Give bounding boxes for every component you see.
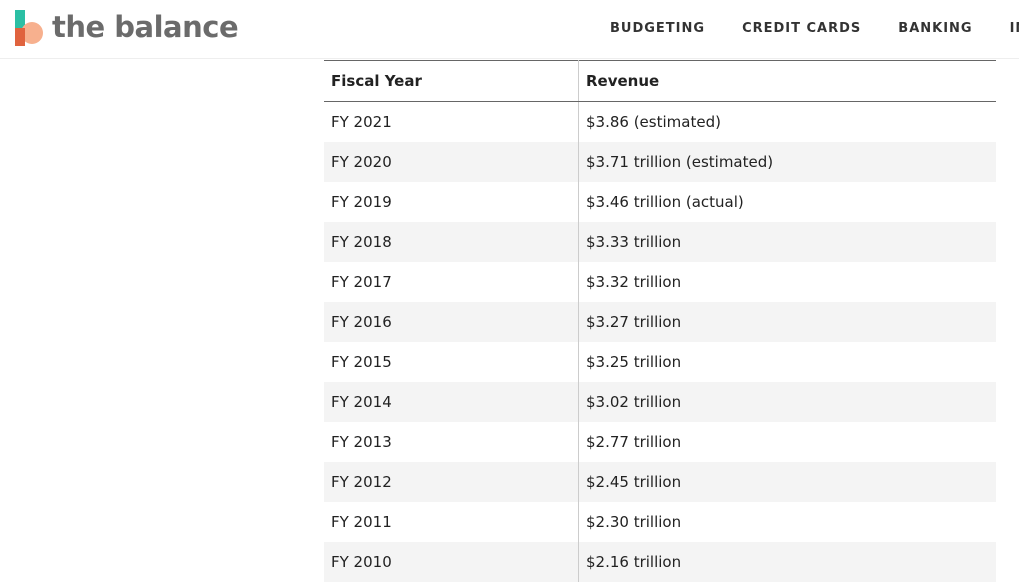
column-header: Revenue (578, 60, 996, 102)
table-cell: $2.30 trillion (586, 513, 682, 531)
table-row: FY 2018 $3.33 trillion (324, 222, 996, 262)
table-cell: FY 2021 (324, 101, 579, 142)
table-cell: FY 2013 (324, 422, 579, 462)
table-cell: $3.71 trillion (estimated) (578, 142, 996, 182)
table-cell: $3.25 trillion (586, 353, 682, 371)
logo-icon (15, 10, 43, 46)
table-cell: FY 2017 (324, 262, 579, 302)
table-cell: $3.27 trillion (578, 302, 996, 342)
table-cell: FY 2020 (324, 142, 579, 182)
table-row: FY 2010 $2.16 trillion (324, 542, 996, 582)
table-row: FY 2021 $3.86 (estimated) (324, 101, 996, 142)
table-cell: $3.46 trillion (actual) (586, 193, 744, 211)
nav-link[interactable]: BUDGETING (610, 21, 706, 36)
logo[interactable]: the balance (52, 10, 239, 44)
table-row: FY 2017 $3.32 trillion (324, 262, 996, 302)
column-header: Fiscal Year (324, 60, 579, 102)
table-cell: FY 2014 (324, 382, 579, 422)
revenue-table: Fiscal Year Revenue FY 2021 $3.86 (estimate… (324, 60, 996, 582)
table-row: FY 2011 $2.30 trillion (324, 502, 996, 542)
table-cell: FY 2010 (324, 542, 579, 582)
table-cell: $3.86 (estimated) (586, 113, 721, 131)
nav-link[interactable]: BANKING (898, 21, 973, 36)
table-row: FY 2020 $3.71 trillion (estimated) (324, 142, 996, 182)
table-row: FY 2012 $2.45 trillion (324, 462, 996, 502)
table-row: FY 2015 $3.25 trillion (324, 342, 996, 382)
table-cell: $2.45 trillion (578, 462, 996, 502)
table-cell: $2.77 trillion (586, 433, 682, 451)
table-row: FY 2019 $3.46 trillion (actual) (324, 182, 996, 222)
table-cell: $2.16 trillion (578, 542, 996, 582)
table-row: FY 2016 $3.27 trillion (324, 302, 996, 342)
table-cell: $3.02 trillion (578, 382, 996, 422)
nav: BUDGETING CREDIT CARDS BANKING INVES (610, 21, 1019, 36)
table-cell: FY 2012 (324, 462, 579, 502)
table-cell: FY 2011 (324, 502, 579, 542)
table-cell: $3.32 trillion (586, 273, 682, 291)
header: the balance BUDGETING CREDIT CARDS BANKING… (0, 0, 1019, 59)
table-cell: $3.33 trillion (578, 222, 996, 262)
nav-link[interactable]: CREDIT CARDS (742, 21, 862, 36)
table-cell: FY 2016 (324, 302, 579, 342)
table-row: FY 2013 $2.77 trillion (324, 422, 996, 462)
table-row: FY 2014 $3.02 trillion (324, 382, 996, 422)
table-cell: FY 2015 (324, 342, 579, 382)
nav-link[interactable]: INVES (1009, 21, 1019, 36)
table-cell: FY 2019 (324, 182, 579, 222)
table-cell: FY 2018 (324, 222, 579, 262)
